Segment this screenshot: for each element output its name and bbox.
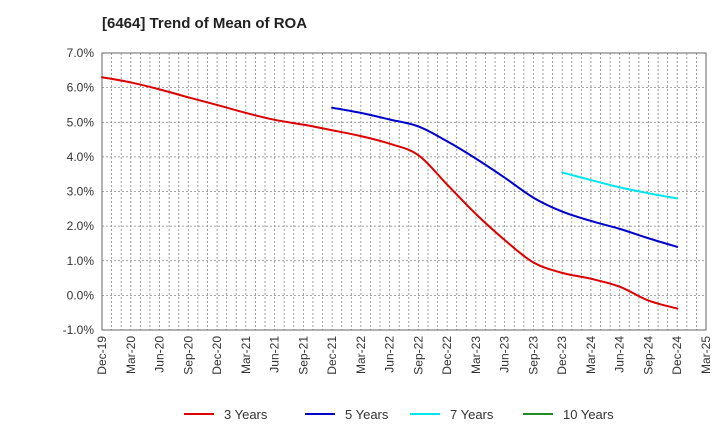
series-line-3-years (101, 76, 679, 310)
legend-label-7-years: 7 Years (450, 407, 494, 422)
x-tick-label: Sep-21 (296, 336, 310, 375)
axes: 7.0%6.0%5.0%4.0%3.0%2.0%1.0%0.0%-1.0%Dec… (63, 46, 713, 375)
x-tick-label: Jun-22 (383, 336, 397, 373)
y-tick-label: -1.0% (63, 323, 95, 337)
series-lines (101, 76, 679, 310)
x-tick-label: Sep-23 (526, 336, 540, 375)
legend: 3 Years 5 Years 7 Years 10 Years (184, 407, 614, 422)
x-tick-label: Mar-21 (239, 336, 253, 374)
x-tick-label: Mar-22 (354, 336, 368, 374)
x-tick-label: Dec-21 (325, 336, 339, 375)
y-tick-label: 6.0% (67, 81, 95, 95)
y-tick-label: 3.0% (67, 185, 95, 199)
x-tick-label: Sep-24 (641, 336, 655, 375)
x-tick-label: Sep-20 (181, 336, 195, 375)
x-tick-label: Dec-22 (440, 336, 454, 375)
x-tick-label: Jun-21 (268, 336, 282, 373)
x-tick-label: Mar-24 (584, 336, 598, 374)
y-tick-label: 7.0% (67, 46, 95, 60)
series-line-7-years (561, 171, 679, 200)
x-tick-label: Jun-24 (613, 336, 627, 373)
y-tick-label: 5.0% (67, 115, 95, 129)
x-tick-label: Sep-22 (411, 336, 425, 375)
grid (102, 53, 706, 330)
y-tick-label: 4.0% (67, 150, 95, 164)
plot-border (101, 52, 707, 331)
x-tick-label: Jun-23 (498, 336, 512, 373)
x-tick-label: Dec-20 (210, 336, 224, 375)
x-tick-label: Mar-20 (124, 336, 138, 374)
y-tick-label: 1.0% (67, 254, 95, 268)
x-tick-label: Dec-24 (670, 336, 684, 375)
x-tick-label: Dec-19 (95, 336, 109, 375)
x-tick-label: Mar-23 (469, 336, 483, 374)
x-tick-label: Mar-25 (699, 336, 713, 374)
y-tick-label: 2.0% (67, 219, 95, 233)
y-tick-label: 0.0% (67, 288, 95, 302)
legend-label-3-years: 3 Years (224, 407, 268, 422)
legend-label-5-years: 5 Years (345, 407, 389, 422)
series-line-5-years (331, 106, 679, 248)
x-tick-label: Dec-23 (555, 336, 569, 375)
legend-label-10-years: 10 Years (563, 407, 614, 422)
chart-title: [6464] Trend of Mean of ROA (102, 15, 308, 32)
x-tick-label: Jun-20 (153, 336, 167, 373)
